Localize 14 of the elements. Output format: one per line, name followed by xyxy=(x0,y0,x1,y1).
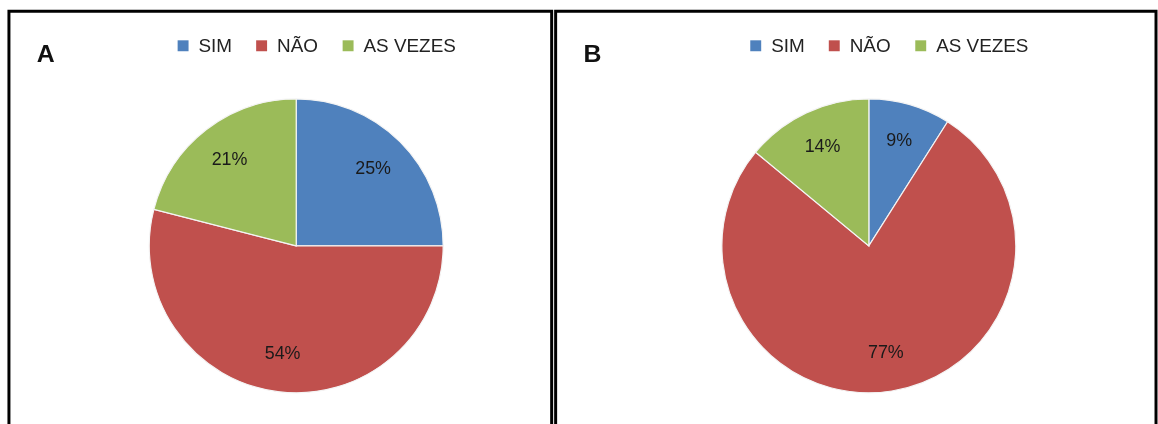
chart-title: A xyxy=(36,39,55,67)
legend-label: AS VEZES xyxy=(936,34,1029,56)
data-label: 21% xyxy=(211,148,248,169)
legend-label: AS VEZES xyxy=(363,34,456,56)
data-label: 25% xyxy=(355,157,392,178)
chart-title: B xyxy=(583,39,602,67)
legend-label: NÃO xyxy=(277,34,318,56)
legend-label: SIM xyxy=(198,34,233,56)
data-label: 54% xyxy=(264,342,301,363)
legend-label: SIM xyxy=(771,34,805,56)
legend-label: NÃO xyxy=(849,34,891,56)
data-label: 77% xyxy=(867,342,904,363)
data-label: 14% xyxy=(804,136,841,157)
data-label: 9% xyxy=(886,130,913,151)
